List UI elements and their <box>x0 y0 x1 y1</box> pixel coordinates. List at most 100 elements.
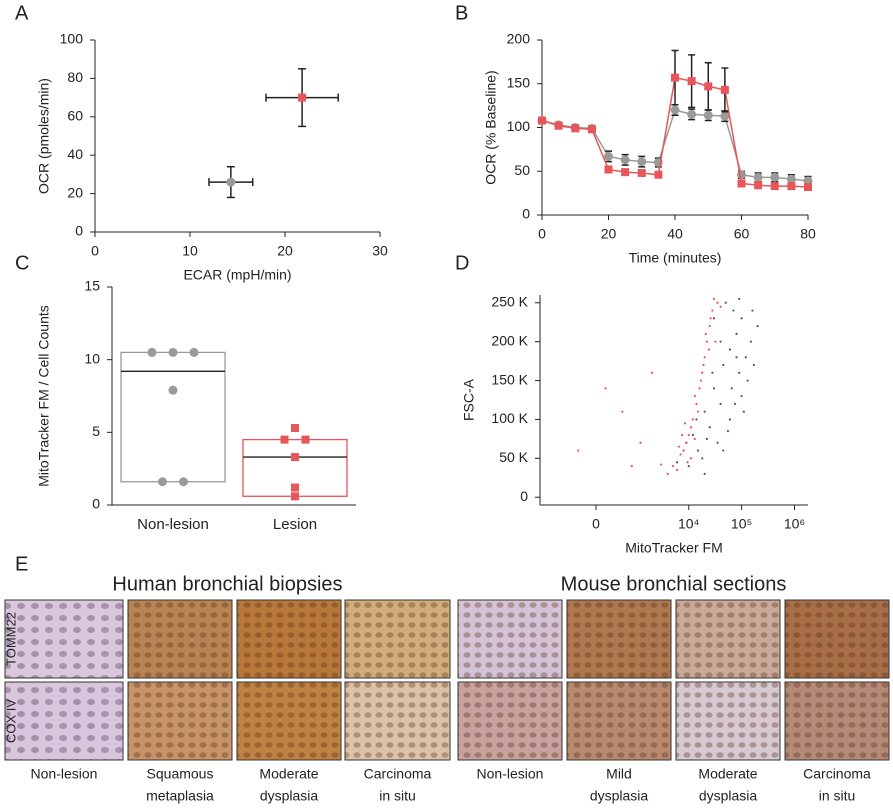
column-label: dysplasia <box>590 788 649 804</box>
column-label: Carcinoma <box>364 766 432 782</box>
y-tick-label: 100 <box>60 31 84 47</box>
micrograph-texture <box>345 682 450 760</box>
y-tick-label: 60 <box>67 108 83 124</box>
series-line <box>541 109 809 182</box>
marker <box>720 111 730 121</box>
marker <box>538 116 546 125</box>
point <box>735 356 738 359</box>
point <box>701 457 704 460</box>
marker <box>621 168 630 177</box>
panel-label: A <box>15 2 29 24</box>
point <box>707 348 710 351</box>
point <box>735 332 738 335</box>
column-label: Non-lesion <box>477 766 544 782</box>
point <box>639 441 642 444</box>
point <box>740 395 743 398</box>
micrograph-texture <box>237 682 341 760</box>
marker <box>687 109 697 119</box>
marker <box>770 182 779 191</box>
marker <box>787 182 796 191</box>
micrograph-texture <box>458 682 562 760</box>
micrograph-texture <box>237 600 341 678</box>
column-label: Squamous <box>147 766 214 782</box>
panel-label: B <box>455 2 468 24</box>
x-tick-label: 10⁴ <box>678 516 700 532</box>
point <box>714 340 717 343</box>
y-tick-label: 15 <box>84 278 100 294</box>
y-axis-label: OCR (pmoles/min) <box>36 78 52 194</box>
point <box>621 410 624 413</box>
point <box>689 457 693 460</box>
point <box>704 332 707 335</box>
y-tick-label: 250 K <box>491 293 528 309</box>
point <box>719 305 722 308</box>
marker <box>637 169 646 177</box>
y-axis-label: OCR (% Baseline) <box>483 70 499 184</box>
x-tick-label: 20 <box>277 243 293 259</box>
point <box>604 387 607 390</box>
row-label: TOMM22 <box>3 612 18 666</box>
marker <box>147 347 157 357</box>
micrograph-texture <box>458 600 562 678</box>
x-tick-label: 80 <box>800 226 816 242</box>
x-tick-label: 0 <box>538 226 546 242</box>
y-tick-label: 10 <box>84 350 100 366</box>
point <box>728 418 731 421</box>
marker <box>291 453 299 462</box>
point <box>675 468 679 472</box>
y-tick-label: 20 <box>67 184 83 200</box>
micrograph-texture <box>128 682 232 760</box>
point <box>728 348 731 351</box>
marker <box>620 155 630 165</box>
point <box>722 449 725 452</box>
column-label: Mild <box>606 766 632 782</box>
column-label: in situ <box>379 788 416 804</box>
point <box>687 433 690 437</box>
point <box>711 309 714 312</box>
point <box>683 422 687 425</box>
marker <box>753 172 763 182</box>
point <box>738 371 741 374</box>
x-axis-label: MitoTracker FM <box>625 540 722 556</box>
x-tick-label: 10⁵ <box>731 516 752 532</box>
point <box>689 426 693 429</box>
point <box>698 387 701 390</box>
point <box>691 433 695 437</box>
point <box>716 301 719 304</box>
marker <box>226 177 236 187</box>
micrograph-texture <box>567 682 671 760</box>
marker <box>637 157 647 167</box>
panel-label: C <box>15 252 29 274</box>
point <box>733 402 737 405</box>
point <box>705 437 708 440</box>
marker <box>291 423 299 432</box>
x-tick-label: 10 <box>182 243 198 259</box>
point <box>730 387 733 390</box>
group-title: Human bronchial biopsies <box>112 573 342 595</box>
point <box>716 441 719 444</box>
point <box>738 297 741 300</box>
marker <box>786 174 796 184</box>
y-axis-label: MitoTracker FM / Cell Counts <box>36 305 52 487</box>
y-tick-label: 40 <box>67 146 83 162</box>
point <box>708 426 711 429</box>
y-tick-label: 50 K <box>499 449 528 465</box>
micrograph-texture <box>676 600 780 678</box>
marker <box>737 170 746 180</box>
point <box>703 410 706 413</box>
point <box>650 371 654 374</box>
point <box>681 433 684 437</box>
micrograph-texture <box>676 682 780 760</box>
point <box>703 356 706 359</box>
point <box>709 317 712 320</box>
marker <box>189 347 199 357</box>
x-axis-label: Time (minutes) <box>629 250 722 266</box>
point <box>577 449 580 452</box>
point <box>719 340 722 343</box>
column-label: Non-lesion <box>31 766 98 782</box>
marker <box>571 124 580 133</box>
y-tick-label: 150 <box>507 74 531 90</box>
point <box>702 363 705 367</box>
column-label: dysplasia <box>699 788 758 804</box>
point <box>732 309 735 312</box>
